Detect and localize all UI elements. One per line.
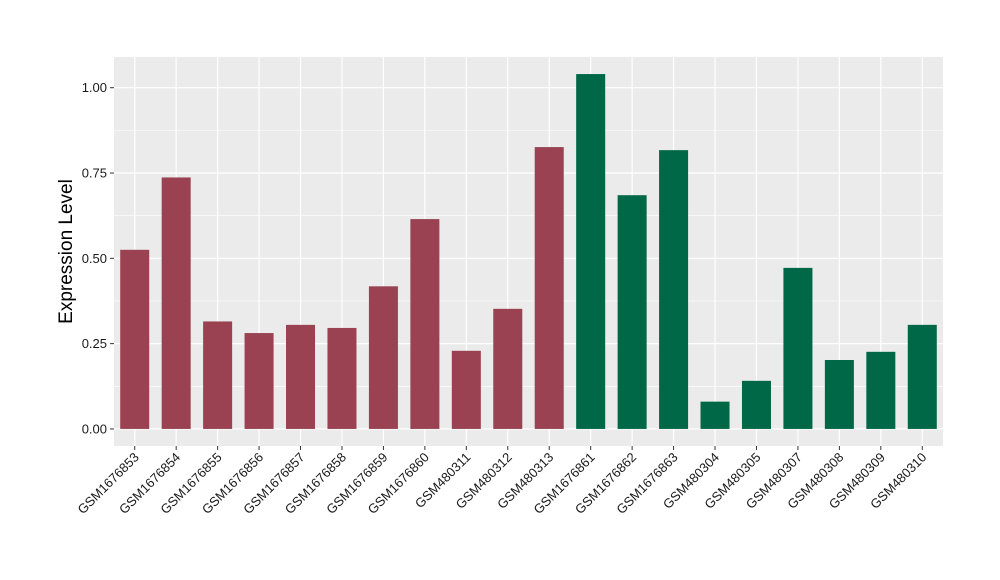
bar: [783, 267, 813, 429]
y-axis-label: Expression Level: [56, 179, 77, 324]
bar: [866, 351, 896, 429]
bar: [700, 401, 730, 429]
bar: [534, 147, 564, 429]
bar: [368, 286, 398, 429]
bar: [286, 324, 316, 429]
bar: [741, 380, 771, 429]
x-axis: GSM1676853GSM1676854GSM1676855GSM1676856…: [75, 446, 929, 517]
y-tick-label: 0.25: [82, 336, 107, 351]
bar: [161, 177, 191, 429]
bar: [576, 74, 606, 429]
y-axis: 0.00 0.25 0.50 0.75 1.00: [82, 80, 114, 436]
bar: [907, 324, 937, 429]
bar: [120, 249, 150, 429]
bar: [824, 360, 854, 429]
y-tick-label: 0.50: [82, 251, 107, 266]
bar: [451, 350, 481, 429]
bar: [203, 321, 233, 429]
bar: [410, 219, 440, 429]
y-tick-label: 0.00: [82, 421, 107, 436]
bar: [617, 195, 647, 429]
bar: [327, 327, 357, 429]
bar: [659, 150, 689, 429]
bar: [244, 333, 274, 429]
y-tick-label: 1.00: [82, 80, 107, 95]
y-tick-label: 0.75: [82, 166, 107, 181]
bars: [120, 74, 937, 429]
bar: [493, 308, 523, 429]
plot-panel: [114, 57, 943, 446]
